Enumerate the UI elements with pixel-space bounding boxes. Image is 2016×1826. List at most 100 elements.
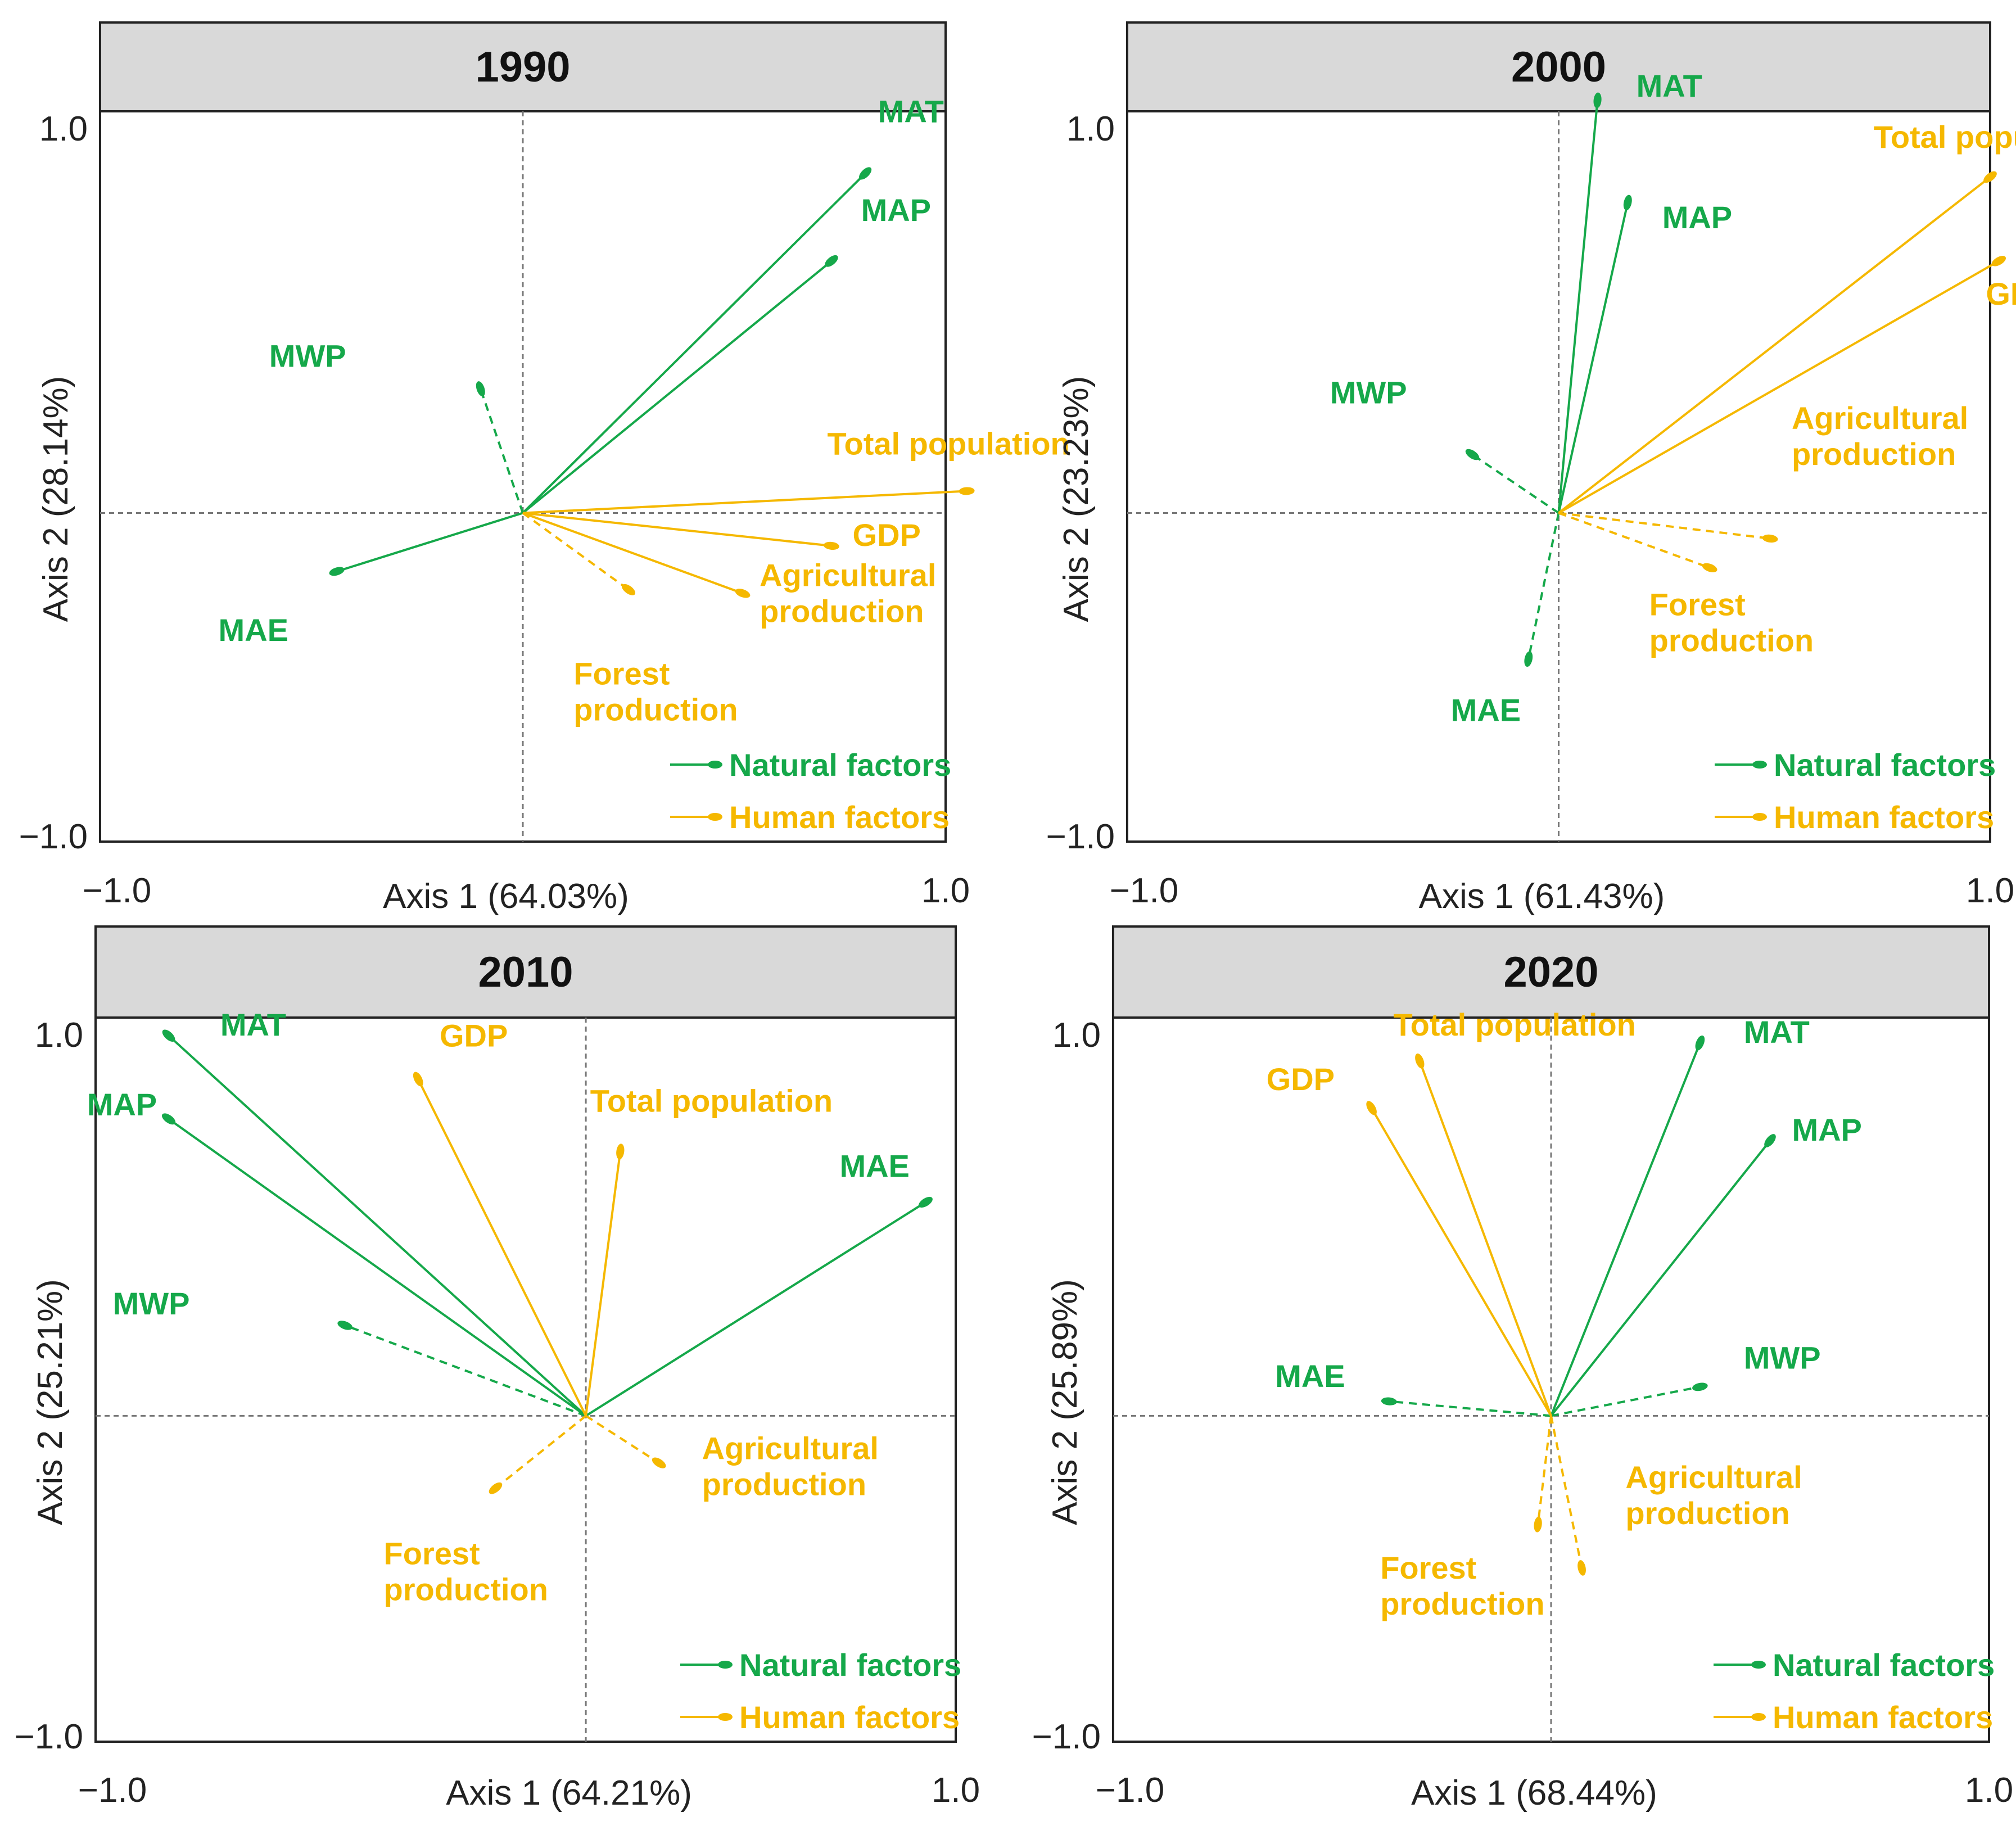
y-axis-title: Axis 2 (25.89%) <box>1046 1279 1084 1525</box>
legend-human-swatch-tip <box>1751 1713 1766 1721</box>
legend-human-label: Human factors <box>729 799 950 835</box>
y-axis-title: Axis 2 (25.21%) <box>31 1279 70 1525</box>
vector-gdp <box>417 1078 587 1417</box>
vector-mat <box>1550 1042 1701 1417</box>
legend-natural-swatch-tip <box>1752 761 1767 769</box>
y-axis-title: Axis 2 (23.23%) <box>1057 376 1096 622</box>
legend-natural-swatch-tip <box>718 1661 733 1669</box>
vector-label-agricultural-production: Agricultural production <box>1792 400 1968 472</box>
vector-tip-total-population <box>1415 1053 1425 1069</box>
panel-title-box <box>94 925 957 1019</box>
x-tick-label: 1.0 <box>921 871 970 910</box>
panel-2020: 2020 1.0 −1.0 −1.0 1.0 Axis 1 (68.44%) Axis 2 … <box>1032 925 2013 1813</box>
vector-map <box>1550 1140 1771 1417</box>
vector-map <box>168 1118 587 1417</box>
x-tick-label: −1.0 <box>78 1771 147 1810</box>
y-tick-label: −1.0 <box>1046 817 1115 856</box>
x-axis-title: Axis 1 (64.03%) <box>383 877 629 916</box>
vector-label-total-population: Total population <box>1874 119 2016 155</box>
vector-mwp <box>1471 453 1560 514</box>
vector-tip-agricultural-production <box>652 1457 666 1468</box>
vector-agricultural-production <box>522 512 743 595</box>
panel-title-box <box>1126 21 1991 112</box>
vector-forest-production <box>1536 1416 1552 1525</box>
vector-label-forest-production: Forest production <box>1380 1550 1544 1621</box>
panel-2010: 2010 1.0 −1.0 −1.0 1.0 Axis 1 (64.21%) Axis 2 … <box>15 925 980 1813</box>
vector-tip-agricultural-production <box>735 589 751 598</box>
x-tick-label: 1.0 <box>1965 1771 2013 1810</box>
vector-label-agricultural-production: Agricultural production <box>760 557 936 629</box>
x-tick-label: 1.0 <box>1966 871 2014 910</box>
vector-gdp <box>1558 260 2000 514</box>
vector-tip-map <box>1623 195 1632 211</box>
vector-tip-mwp <box>1465 449 1480 460</box>
vector-tip-total-population <box>1983 171 1997 183</box>
vector-label-mwp: MWP <box>269 338 346 374</box>
vector-total-population <box>1558 176 1991 514</box>
vector-label-mae: MAE <box>219 612 288 648</box>
vector-tip-gdp <box>1366 1101 1377 1115</box>
vector-tip-map <box>825 255 838 267</box>
vector-tip-mae <box>1524 651 1533 667</box>
x-tick-label: −1.0 <box>83 871 151 910</box>
legend-natural-swatch-tip <box>708 761 722 769</box>
vector-tip-forest-production <box>621 584 636 595</box>
vector-tip-gdp <box>413 1072 423 1087</box>
vector-mat <box>1557 100 1599 513</box>
vector-tip-agricultural-production <box>1762 534 1778 543</box>
vector-mat <box>168 1034 587 1417</box>
vector-label-map: MAP <box>861 192 931 228</box>
vector-label-agricultural-production: Agricultural production <box>702 1431 879 1502</box>
legend-human-label: Human factors <box>739 1700 960 1735</box>
y-tick-label: 1.0 <box>35 1016 83 1055</box>
y-tick-label: 1.0 <box>1052 1016 1101 1055</box>
vector-map <box>522 260 833 514</box>
vector-tip-gdp <box>1991 256 2006 266</box>
vector-gdp <box>1370 1107 1552 1417</box>
legend-natural-label: Natural factors <box>739 1647 961 1683</box>
x-axis-title: Axis 1 (64.21%) <box>446 1774 692 1813</box>
x-tick-label: 1.0 <box>932 1771 980 1810</box>
vector-label-mwp: MWP <box>113 1286 190 1321</box>
legend-human-swatch-tip <box>718 1713 733 1721</box>
vector-label-mwp: MWP <box>1330 375 1407 410</box>
vector-label-mat: MAT <box>1637 68 1702 103</box>
vector-total-population <box>585 1151 622 1416</box>
vector-label-mae: MAE <box>1451 693 1521 728</box>
legend-natural-label: Natural factors <box>729 747 951 783</box>
panel-title: 2000 <box>1511 43 1606 91</box>
x-tick-label: −1.0 <box>1096 1771 1164 1810</box>
vector-label-gdp: GDP <box>1986 276 2016 311</box>
vector-label-total-population: Total population <box>1394 1007 1636 1042</box>
vector-mae <box>1527 513 1560 659</box>
vector-tip-mae <box>329 567 345 576</box>
panel-1990: 1990 1.0 −1.0 −1.0 1.0 Axis 1 (64.03%) Axis 2 … <box>19 21 1070 916</box>
vector-tip-total-population <box>616 1143 625 1160</box>
y-tick-label: 1.0 <box>39 110 88 148</box>
vector-tip-mat <box>162 1029 175 1042</box>
y-axis-title: Axis 2 (28.14%) <box>37 376 75 622</box>
vector-label-gdp: GDP <box>853 517 921 553</box>
vector-forest-production <box>522 512 630 591</box>
vector-mae <box>336 512 523 573</box>
vector-tip-mwp <box>476 381 485 397</box>
vector-agricultural-production <box>1550 1416 1583 1569</box>
vector-tip-mwp <box>1692 1382 1708 1391</box>
vector-tip-gdp <box>824 541 839 550</box>
vector-label-forest-production: Forest production <box>384 1535 548 1607</box>
vector-map <box>1557 202 1629 513</box>
x-axis-title: Axis 1 (68.44%) <box>1411 1774 1657 1813</box>
vector-total-population <box>522 490 967 514</box>
legend-human-label: Human factors <box>1773 1700 1993 1735</box>
vector-label-map: MAP <box>1662 200 1732 235</box>
legend-natural-label: Natural factors <box>1773 1647 1995 1683</box>
panel-title: 2020 <box>1503 948 1598 996</box>
vector-tip-mae <box>919 1196 933 1208</box>
vector-label-forest-production: Forest production <box>1649 586 1814 658</box>
vector-mwp <box>344 1324 586 1417</box>
vector-label-gdp: GDP <box>440 1018 508 1054</box>
y-tick-label: −1.0 <box>19 817 88 856</box>
legend-natural-label: Natural factors <box>1774 747 1996 783</box>
panel-title-box <box>99 21 947 112</box>
legend-human-label: Human factors <box>1774 799 1994 835</box>
